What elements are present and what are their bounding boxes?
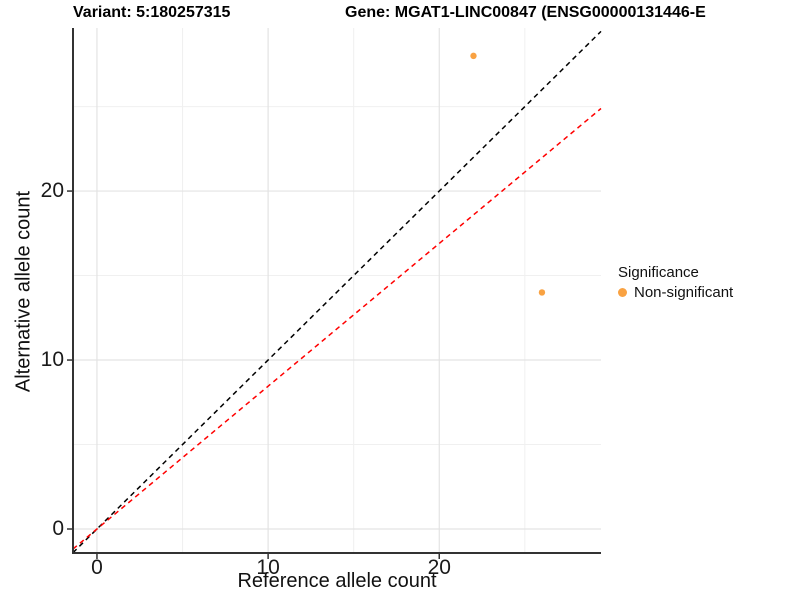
x-tick-label: 10 (256, 556, 280, 579)
legend-item: Non-significant (618, 284, 733, 301)
data-point (470, 52, 477, 60)
y-tick-label: 0 (52, 517, 64, 540)
legend-title: Significance (618, 264, 699, 281)
x-tick-label: 20 (427, 556, 451, 579)
gene-title: Gene: MGAT1-LINC00847 (ENSG00000131446-E (345, 4, 706, 21)
y-tick-label: 20 (40, 179, 64, 203)
legend-dot-icon (618, 288, 627, 297)
data-point (538, 289, 546, 296)
expected-ratio-line (72, 107, 602, 550)
x-tick-label: 0 (91, 556, 103, 579)
variant-title: Variant: 5:180257315 (73, 4, 231, 21)
legend: Significance Non-significant (618, 264, 733, 301)
identity-line (72, 30, 602, 554)
x-axis-title: Reference allele count (237, 570, 437, 592)
y-tick-label: 10 (40, 348, 64, 372)
legend-item-label: Non-significant (634, 284, 734, 301)
